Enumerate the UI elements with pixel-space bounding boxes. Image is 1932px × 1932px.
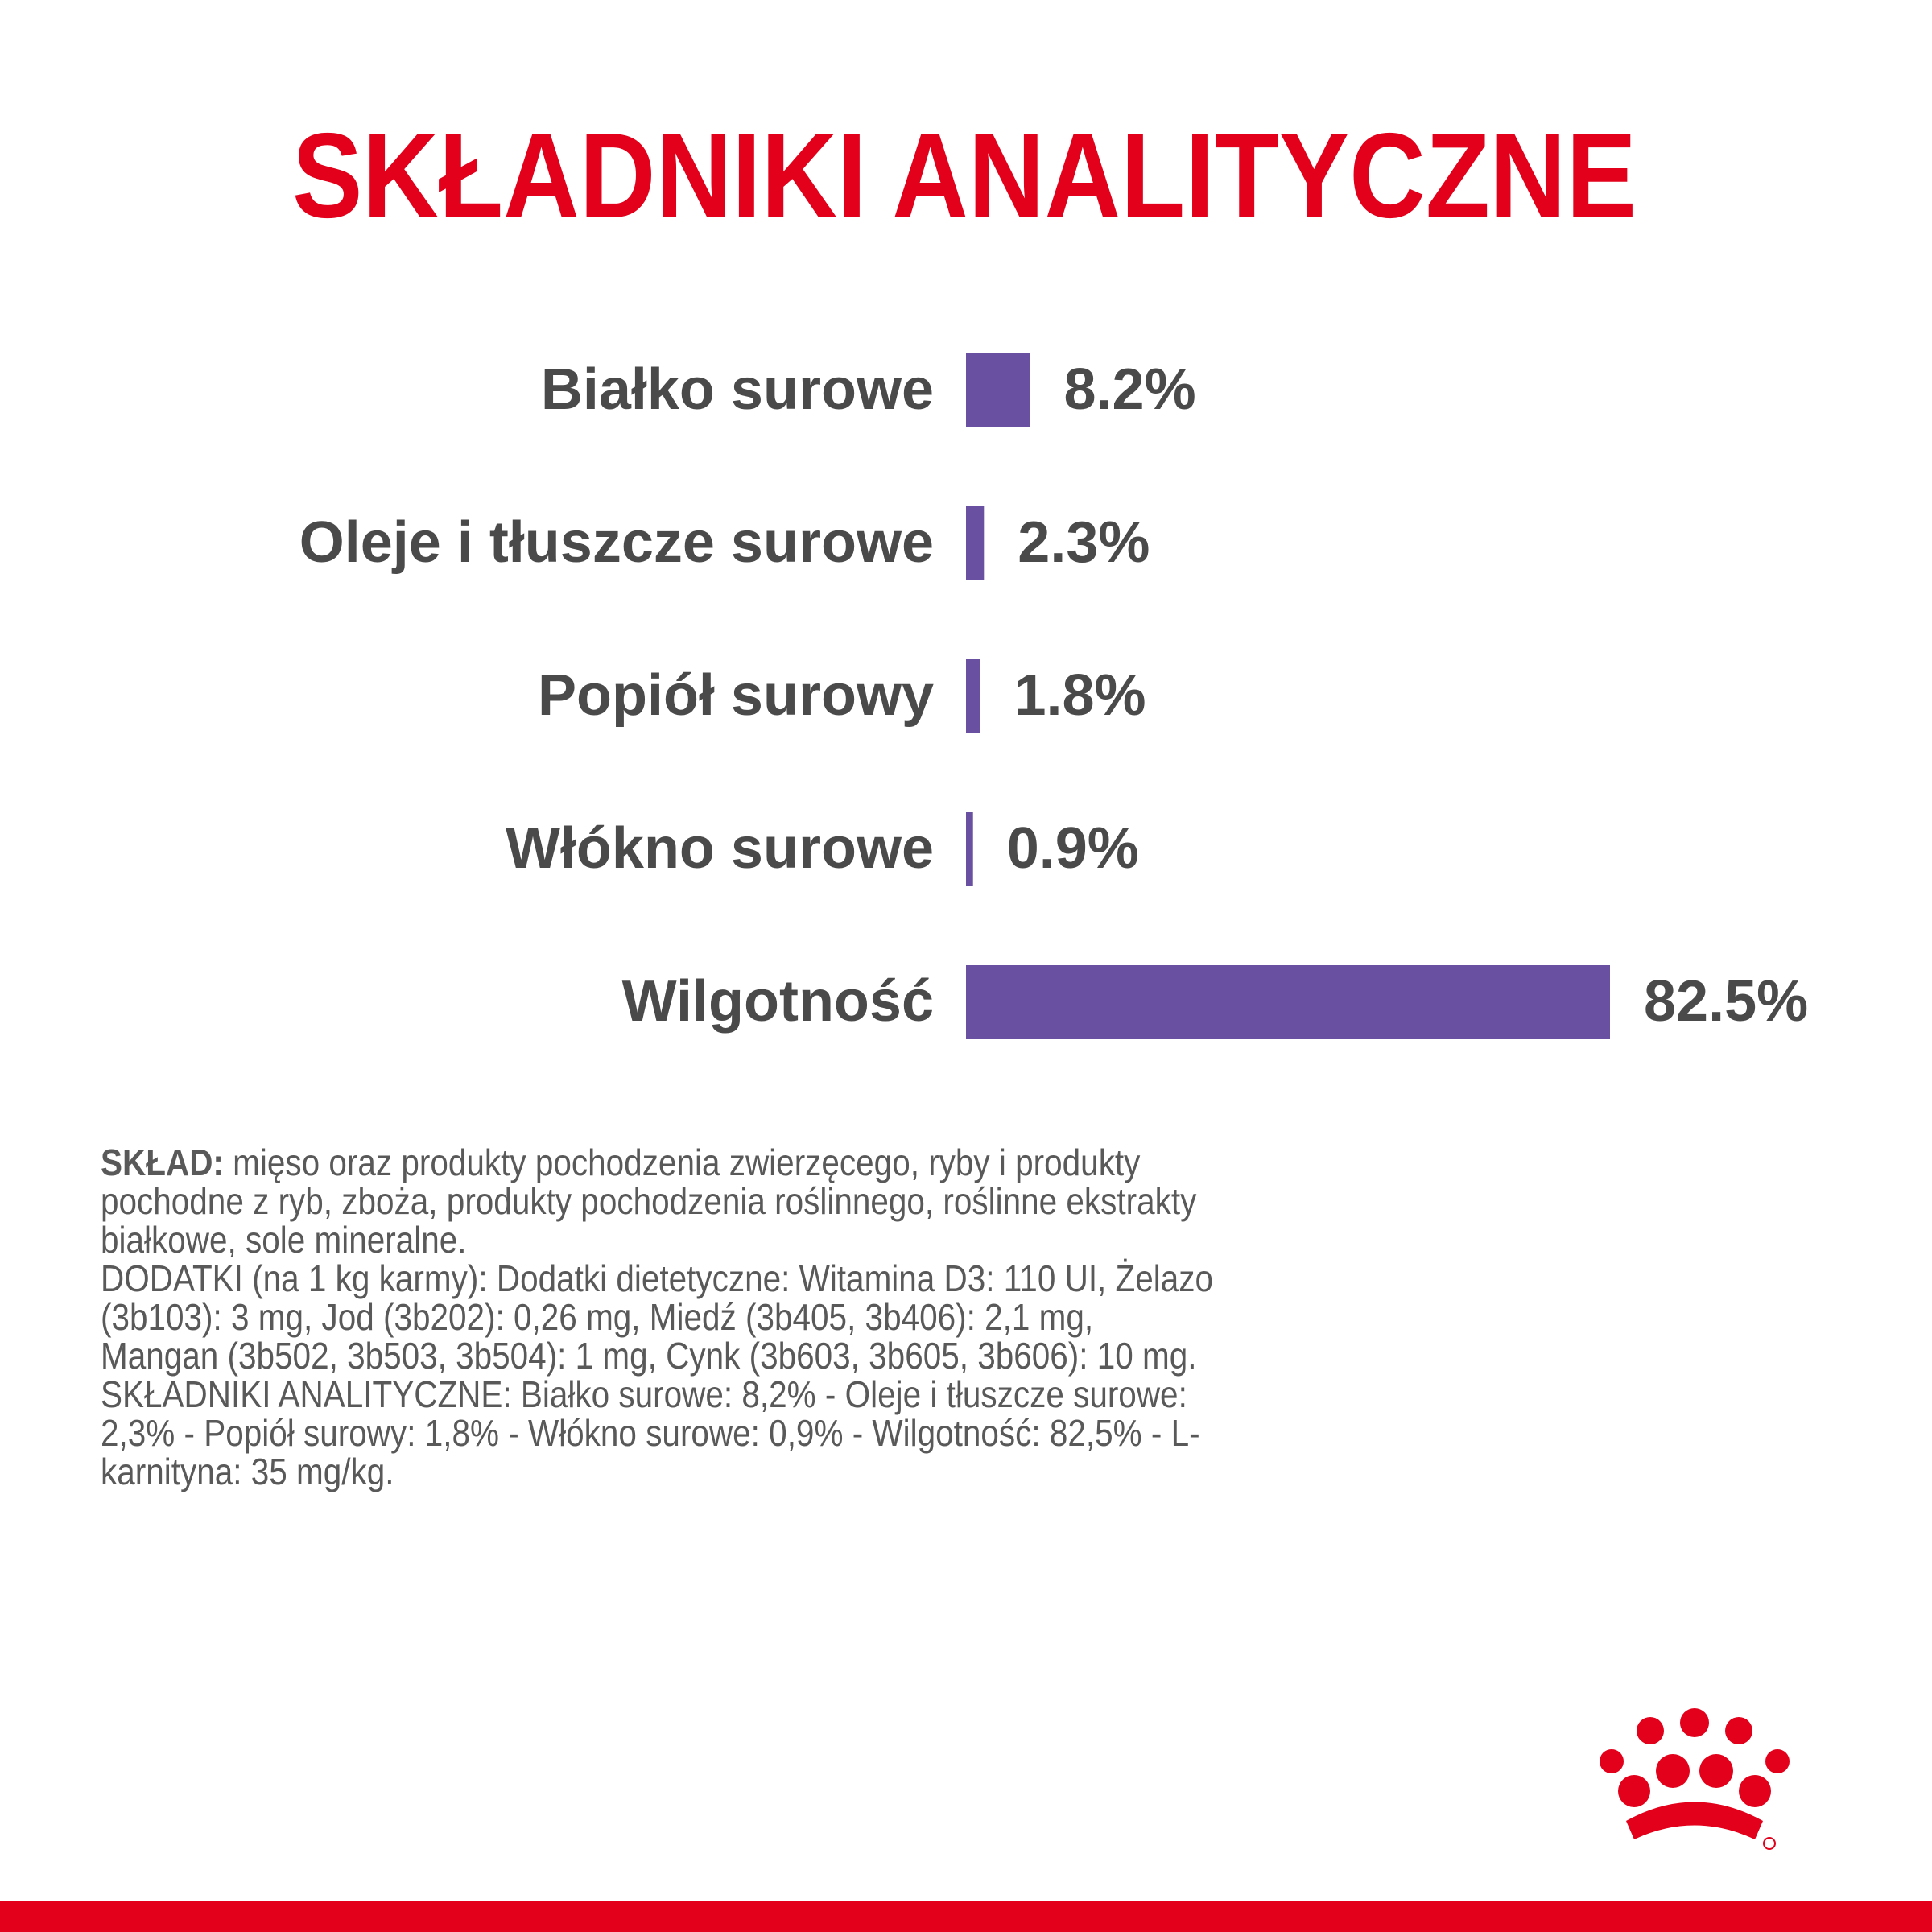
- category-label: Oleje i tłuszcze surowe: [299, 510, 934, 575]
- analytical: SKŁADNIKI ANALITYCZNE: Białko surowe: 8,…: [101, 1373, 1200, 1492]
- bar: [966, 965, 1610, 1039]
- crown-logo: [1600, 1708, 1790, 1850]
- composition: SKŁAD: mięso oraz produkty pochodzenia z…: [101, 1143, 1220, 1491]
- composition-paragraph: SKŁAD: mięso oraz produkty pochodzenia z…: [101, 1143, 1220, 1259]
- value-label: 1.8%: [1013, 663, 1146, 728]
- value-label: 8.2%: [1064, 357, 1196, 422]
- value-label: 2.3%: [1018, 510, 1150, 575]
- chart: SKŁADNIKI ANALITYCZNE Białko surowe 8.2% O…: [292, 108, 1808, 1039]
- category-label: Popiół surowy: [538, 663, 934, 728]
- chart-title: SKŁADNIKI ANALITYCZNE: [292, 108, 1637, 243]
- additives: DODATKI (na 1 kg karmy): Dodatki dietety…: [101, 1257, 1214, 1377]
- bar: [966, 353, 1030, 427]
- category-label: Wilgotność: [622, 969, 934, 1034]
- category-label: Białko surowe: [541, 357, 934, 422]
- bar: [966, 812, 973, 886]
- bar: [966, 659, 980, 733]
- bar: [966, 506, 985, 580]
- composition-text: mięso oraz produkty pochodzenia zwierzęc…: [101, 1141, 1197, 1261]
- footer-band: [0, 1901, 1932, 1932]
- value-label: 82.5%: [1644, 969, 1808, 1034]
- category-label: Włókno surowe: [506, 816, 934, 881]
- value-label: 0.9%: [1007, 816, 1139, 881]
- composition-label: SKŁAD:: [101, 1141, 224, 1183]
